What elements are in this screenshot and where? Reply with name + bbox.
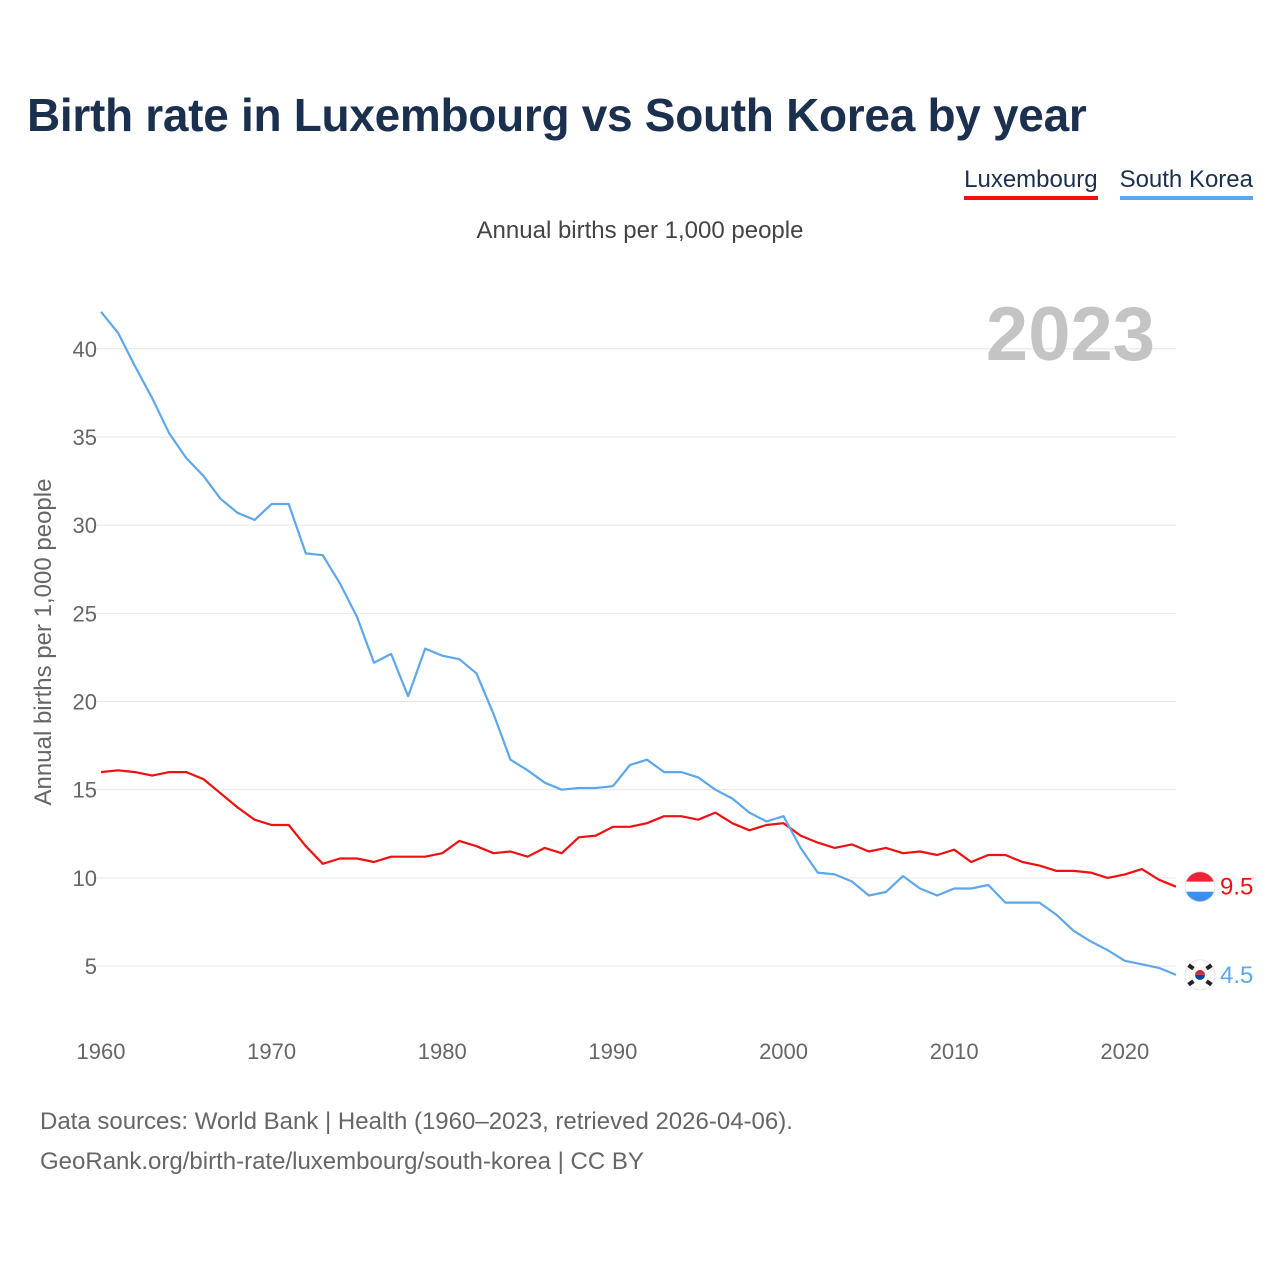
x-tick-label: 1980 [418,1039,467,1064]
x-tick-label: 1970 [247,1039,296,1064]
footer-sources: Data sources: World Bank | Health (1960–… [40,1108,793,1135]
x-tick-label: 2000 [759,1039,808,1064]
year-watermark: 2023 [986,292,1155,377]
y-tick-label: 15 [73,778,97,803]
y-tick-label: 20 [73,690,97,715]
end-value-label-south-korea: 4.5 [1220,962,1253,989]
y-tick-label: 40 [73,337,97,362]
footer-attribution: GeoRank.org/birth-rate/luxembourg/south-… [40,1148,644,1175]
legend: Luxembourg South Korea [964,166,1253,200]
chart-subtitle: Annual births per 1,000 people [476,217,804,244]
legend-item-luxembourg[interactable]: Luxembourg [964,166,1098,200]
flag-icon-luxembourg [1184,871,1216,903]
y-tick-label: 35 [73,425,97,450]
y-tick-label: 25 [73,601,97,626]
x-tick-label: 1960 [77,1039,126,1064]
chart-title: Birth rate in Luxembourg vs South Korea … [27,89,1087,141]
end-value-label-luxembourg: 9.5 [1220,874,1253,901]
y-axis-label: Annual births per 1,000 people [30,479,57,806]
series-line-luxembourg[interactable] [100,769,1177,888]
y-tick-label: 5 [85,954,97,979]
x-tick-label: 2020 [1100,1039,1149,1064]
flag-icon-south-korea [1184,959,1216,991]
line-chart: 2023 5 10 15 20 25 30 35 40 1960 1970 1980 1990 200… [30,292,1253,1064]
series-layer [100,311,1177,976]
y-tick-label: 30 [73,513,97,538]
series-line-south-korea[interactable] [100,311,1177,976]
legend-item-south-korea[interactable]: South Korea [1119,166,1253,200]
end-markers: 9.5 4.5 [1184,871,1253,991]
y-tick-label: 10 [73,866,97,891]
grid-layer [95,348,1176,967]
x-axis-ticks: 1960 1970 1980 1990 2000 2010 2020 [77,1039,1150,1064]
y-axis-ticks: 5 10 15 20 25 30 35 40 [73,337,97,979]
x-tick-label: 2010 [930,1039,979,1064]
x-tick-label: 1990 [588,1039,637,1064]
